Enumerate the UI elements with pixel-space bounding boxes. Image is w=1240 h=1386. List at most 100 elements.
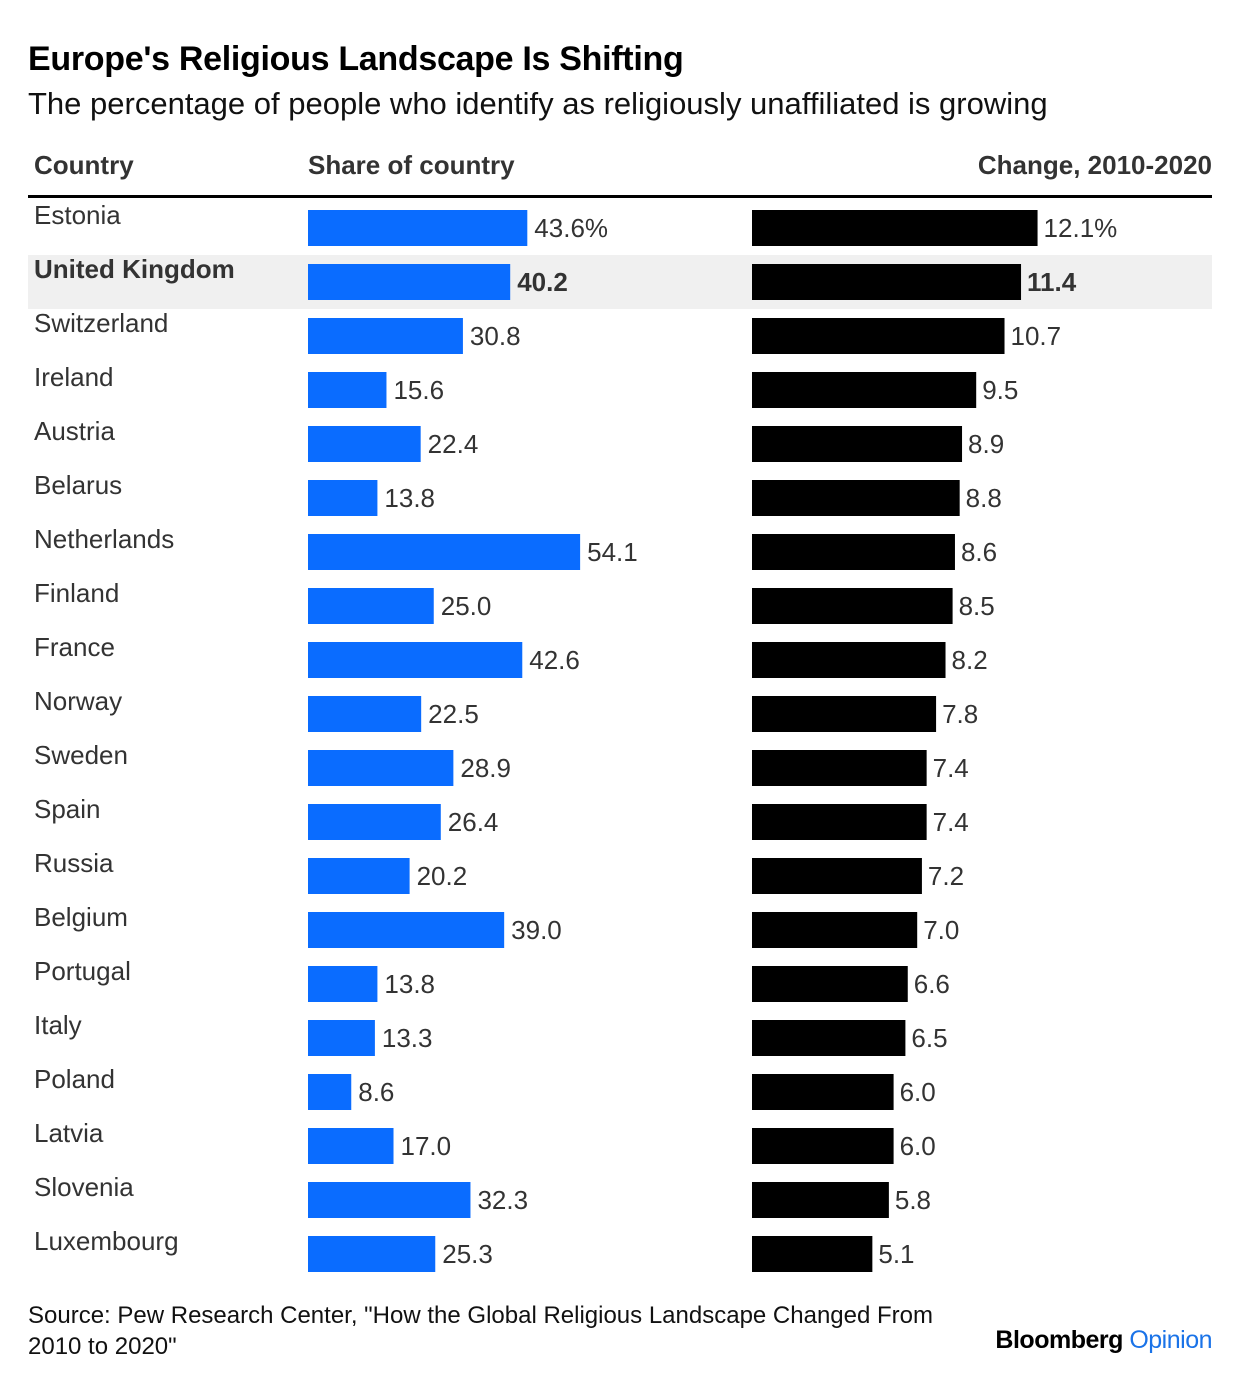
share-value-label: 25.3 xyxy=(442,1239,493,1269)
share-bar xyxy=(308,534,581,570)
change-value-label: 5.8 xyxy=(895,1185,931,1215)
country-label: Poland xyxy=(34,1064,115,1094)
change-bar xyxy=(752,696,937,732)
chart-title: Europe's Religious Landscape Is Shifting xyxy=(28,40,684,78)
share-bar xyxy=(308,480,378,516)
change-value-label: 7.0 xyxy=(923,915,959,945)
change-bar xyxy=(752,318,1005,354)
change-bar xyxy=(752,534,955,570)
share-value-label: 13.3 xyxy=(382,1023,433,1053)
brand-logo: Bloomberg Opinion xyxy=(995,1326,1212,1355)
share-value-label: 15.6 xyxy=(393,375,444,405)
change-value-label: 9.5 xyxy=(982,375,1018,405)
change-bar xyxy=(752,1074,894,1110)
column-header-country: Country xyxy=(34,150,134,180)
change-bar xyxy=(752,858,922,894)
share-bar xyxy=(308,912,505,948)
country-label: Austria xyxy=(34,416,115,446)
share-bar xyxy=(308,318,463,354)
change-value-label: 8.6 xyxy=(961,537,997,567)
change-bar xyxy=(752,912,918,948)
share-bar xyxy=(308,210,528,246)
change-value-label: 8.5 xyxy=(959,591,995,621)
share-bar xyxy=(308,1128,394,1164)
change-value-label: 8.8 xyxy=(966,483,1002,513)
change-bar xyxy=(752,966,908,1002)
brand-main: Bloomberg xyxy=(995,1326,1123,1354)
change-value-label: 8.2 xyxy=(952,645,988,675)
share-bar xyxy=(308,1020,375,1056)
share-bar xyxy=(308,264,511,300)
change-bar xyxy=(752,1182,889,1218)
share-value-label: 25.0 xyxy=(441,591,492,621)
share-bar xyxy=(308,966,378,1002)
column-header-share: Share of country xyxy=(308,150,515,180)
share-bar xyxy=(308,642,523,678)
change-bar xyxy=(752,426,963,462)
share-bar xyxy=(308,1074,352,1110)
country-label: Switzerland xyxy=(34,308,168,338)
country-label: Finland xyxy=(34,578,119,608)
country-label: Estonia xyxy=(34,200,121,230)
country-label: Russia xyxy=(34,848,114,878)
country-label: France xyxy=(34,632,115,662)
change-value-label: 7.4 xyxy=(933,807,969,837)
change-value-label: 6.0 xyxy=(900,1077,936,1107)
country-label: Latvia xyxy=(34,1118,104,1148)
bar-chart: Estonia 43.6% 12.1% United Kingdom 40.2 11.4 S… xyxy=(28,200,1212,1272)
change-value-label: 6.5 xyxy=(911,1023,947,1053)
share-bar xyxy=(308,858,410,894)
share-bar xyxy=(308,750,454,786)
share-value-label: 20.2 xyxy=(417,861,468,891)
change-value-label: 12.1% xyxy=(1044,213,1118,243)
change-value-label: 7.4 xyxy=(933,753,969,783)
country-label: Belarus xyxy=(34,470,122,500)
source-note: Source: Pew Research Center, "How the Gl… xyxy=(28,1302,934,1360)
change-value-label: 7.8 xyxy=(942,699,978,729)
share-value-label: 26.4 xyxy=(448,807,499,837)
share-bar xyxy=(308,372,387,408)
share-bar xyxy=(308,696,422,732)
chart-subtitle: The percentage of people who identify as… xyxy=(28,86,1048,121)
country-label: Luxembourg xyxy=(34,1226,179,1256)
share-bar xyxy=(308,426,421,462)
country-label: Ireland xyxy=(34,362,114,392)
change-bar xyxy=(752,372,977,408)
share-value-label: 40.2 xyxy=(517,267,568,297)
change-value-label: 10.7 xyxy=(1011,321,1062,351)
change-bar xyxy=(752,804,927,840)
share-value-label: 13.8 xyxy=(384,483,435,513)
change-bar xyxy=(752,264,1022,300)
country-label: Netherlands xyxy=(34,524,174,554)
change-bar xyxy=(752,210,1038,246)
change-bar xyxy=(752,1236,873,1272)
share-value-label: 39.0 xyxy=(511,915,562,945)
share-value-label: 28.9 xyxy=(460,753,511,783)
change-bar xyxy=(752,480,960,516)
country-label: Slovenia xyxy=(34,1172,134,1202)
share-value-label: 17.0 xyxy=(401,1131,452,1161)
change-bar xyxy=(752,1020,906,1056)
share-value-label: 43.6% xyxy=(534,213,608,243)
brand-accent: Opinion xyxy=(1129,1326,1212,1354)
share-bar xyxy=(308,588,434,624)
share-value-label: 22.4 xyxy=(428,429,479,459)
header-rule xyxy=(28,195,1212,198)
country-label: United Kingdom xyxy=(34,254,235,284)
country-label: Italy xyxy=(34,1010,82,1040)
change-value-label: 11.4 xyxy=(1027,267,1077,297)
change-bar xyxy=(752,588,953,624)
change-bar xyxy=(752,750,927,786)
share-value-label: 54.1 xyxy=(587,537,638,567)
country-label: Belgium xyxy=(34,902,128,932)
share-value-label: 22.5 xyxy=(428,699,479,729)
share-value-label: 32.3 xyxy=(477,1185,528,1215)
country-label: Sweden xyxy=(34,740,128,770)
column-header-change: Change, 2010-2020 xyxy=(977,150,1212,180)
share-bar xyxy=(308,1182,471,1218)
share-value-label: 42.6 xyxy=(529,645,580,675)
change-bar xyxy=(752,1128,894,1164)
share-bar xyxy=(308,1236,436,1272)
share-value-label: 30.8 xyxy=(470,321,521,351)
country-label: Portugal xyxy=(34,956,131,986)
